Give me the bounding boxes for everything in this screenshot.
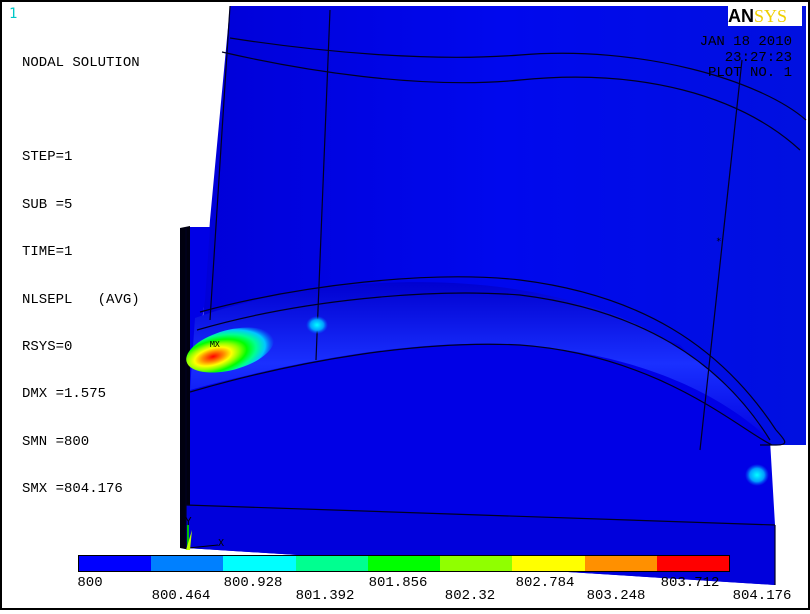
legend-swatch [440,556,513,571]
stamp-date: JAN 18 2010 [699,34,792,50]
curved-band [190,282,775,445]
legend-swatch [79,556,152,571]
triad-y-label: Y [185,515,192,528]
left-side-face [180,226,190,550]
legend-label: 802.32 [444,588,496,604]
info-line: STEP=1 [22,149,73,166]
legend-swatch [295,556,368,571]
legend-label: 800.464 [151,588,211,604]
legend-label: 802.784 [515,575,575,591]
info-line: NODAL SOLUTION [22,54,140,71]
max-label: MX [210,340,220,349]
coordinate-triad [186,525,219,550]
legend-label: 801.392 [295,588,355,604]
info-line: NLSEPL (AVG) [22,291,140,308]
info-line: DMX =1.575 [22,386,107,403]
solution-info: NODAL SOLUTION STEP=1 SUB =5 TIME=1 NLSE… [22,24,140,514]
info-line: RSYS=0 [22,338,73,355]
spot-left [306,316,328,334]
legend-swatch [151,556,224,571]
legend-swatch [512,556,585,571]
info-line: SUB =5 [22,196,73,213]
window-number: 1 [9,6,18,22]
logo-an: AN [728,6,754,26]
ansys-logo: ANSYS [728,6,802,26]
legend-swatch [584,556,657,571]
info-line: SMN =800 [22,433,90,450]
legend-swatch [656,556,729,571]
edge-lines [185,5,807,585]
date-stamp: JAN 18 2010 23:27:23 PLOT NO. 1 [699,34,792,82]
stamp-plot: PLOT NO. 1 [707,65,792,81]
info-line [22,103,140,119]
logo-sys: SYS [754,6,788,26]
legend-label: 801.856 [368,575,428,591]
spot-right [745,464,769,486]
info-line: SMX =804.176 [22,481,123,498]
contour-legend [78,555,730,572]
legend-label: 803.248 [586,588,646,604]
stamp-time: 23:27:23 [724,49,792,66]
legend-label: 803.712 [660,575,720,591]
max-hotspot [186,327,274,373]
triad-x-label: X [218,538,225,549]
legend-label: 800 [77,575,103,591]
legend-swatch [223,556,296,571]
legend-label: 800.928 [223,575,283,591]
info-line: TIME=1 [22,244,73,261]
legend-label: 804.176 [732,588,792,604]
legend-swatch [367,556,441,571]
node-marker: * [716,237,721,247]
